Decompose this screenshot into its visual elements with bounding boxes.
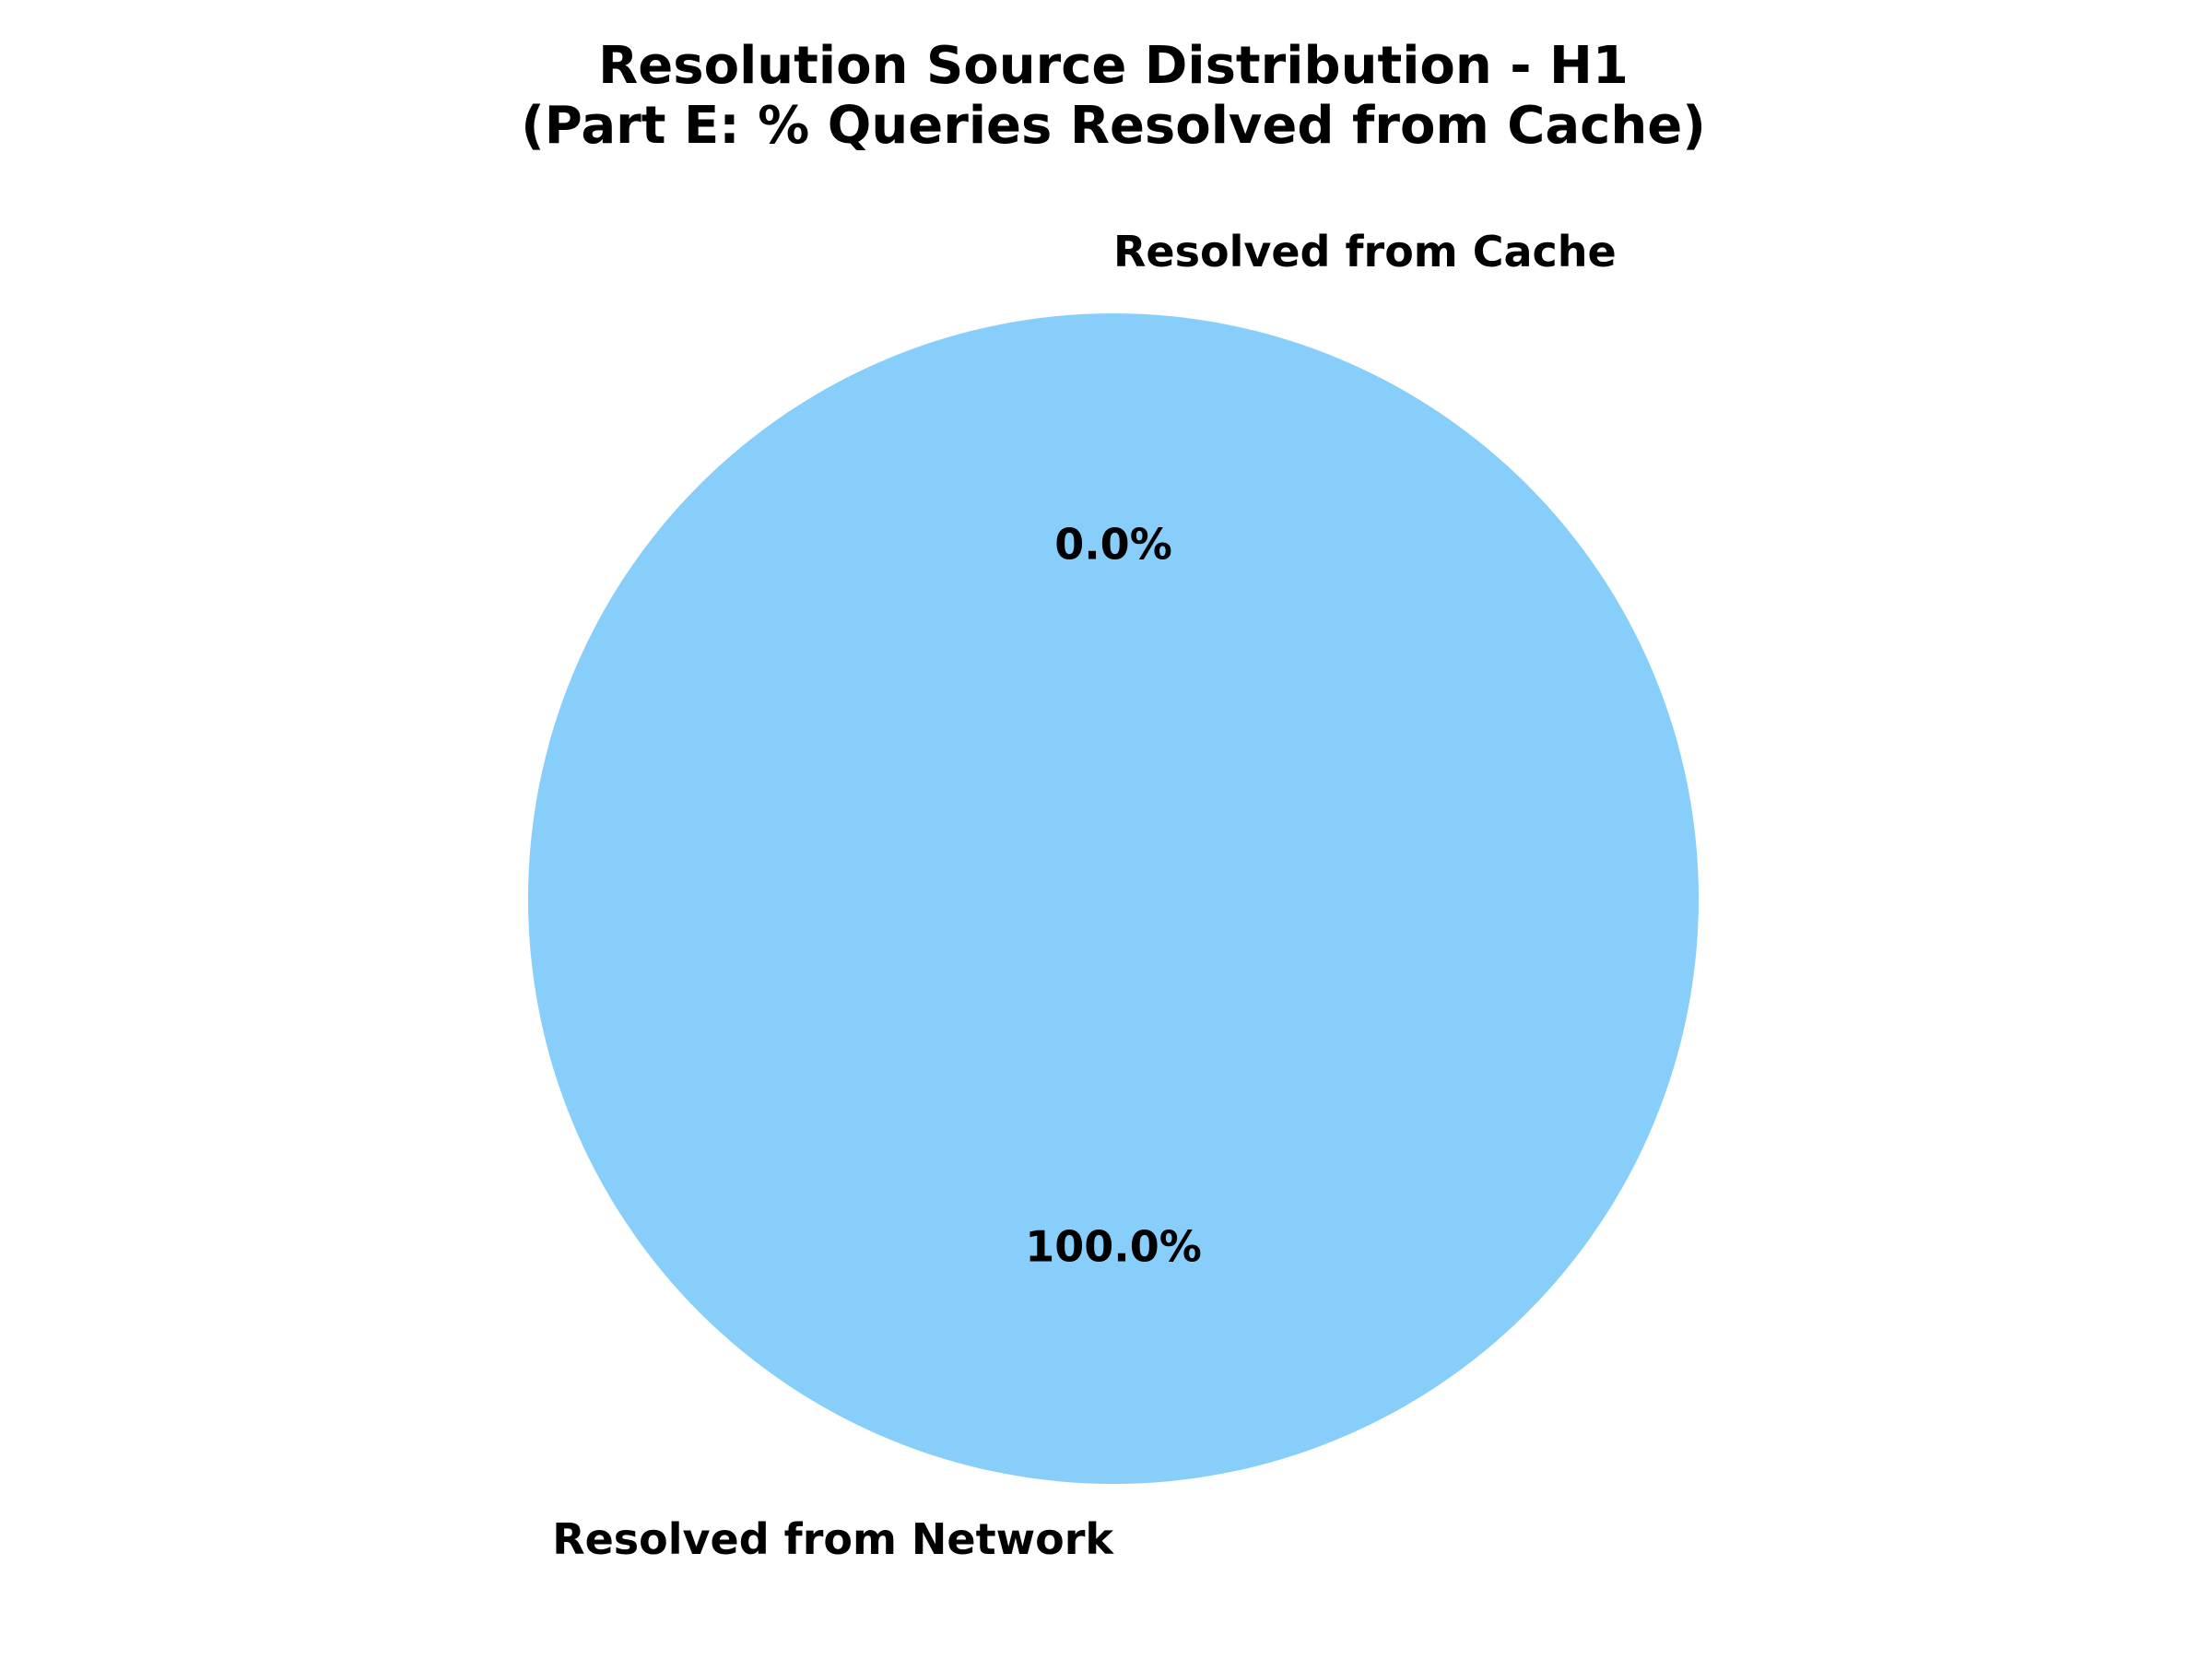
pie-slices	[528, 313, 1699, 1484]
pie-percent-resolved-from-network: 100.0%	[1025, 1222, 1202, 1272]
chart-title-line-2: (Part E: % Queries Resolved from Cache)	[521, 96, 1706, 156]
pie-percent-resolved-from-cache: 0.0%	[1054, 520, 1172, 570]
pie-slice-resolved-from-network	[528, 313, 1699, 1484]
pie-label-resolved-from-cache: Resolved from Cache	[1113, 227, 1617, 276]
chart-title-line-1: Resolution Source Distribution - H1	[598, 36, 1629, 96]
pie-label-resolved-from-network: Resolved from Network	[552, 1514, 1114, 1564]
pie-labels: Resolved from Cache 0.0% Resolved from Net…	[552, 227, 1617, 1564]
